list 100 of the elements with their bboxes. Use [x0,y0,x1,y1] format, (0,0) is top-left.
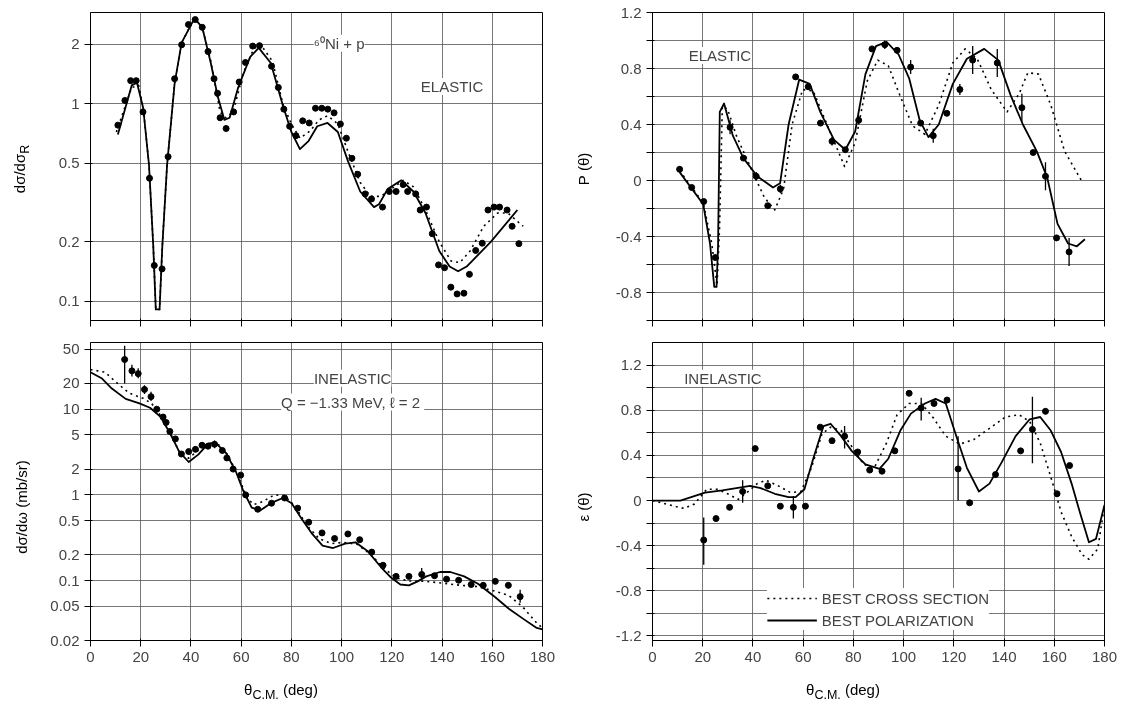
point [712,515,720,523]
point [185,448,193,456]
point [405,572,413,580]
y-tick-label: 10 [62,400,80,418]
point [943,396,951,404]
y-tick-label: 1.2 [620,356,642,374]
point [764,202,772,210]
x-tick-label: 40 [744,647,762,665]
point [121,356,129,363]
point [1041,407,1049,415]
point [801,502,809,510]
point [891,447,899,455]
y-tick-label: -0.8 [615,283,642,301]
point [198,441,206,449]
y-tick-label: 0.05 [50,597,80,615]
y-tick-label: -0.4 [615,536,642,554]
annotation: Q = −1.33 MeV, ℓ = 2 [281,393,421,411]
point [907,63,915,71]
point [878,467,886,475]
point [866,466,874,474]
point [792,73,800,81]
point [816,119,824,127]
y-tick-label: 0.1 [58,571,80,589]
y-tick-label: 0 [633,491,642,509]
annotation: ⁶⁰Ni + p [313,34,365,52]
point [392,572,400,580]
annotation: INELASTIC [684,369,762,387]
y-tick-label: 2 [71,35,80,53]
point [344,530,352,538]
legend-label: BEST CROSS SECTION [821,589,990,607]
x-tick-label: 0 [86,647,95,665]
x-tick-label: 140 [991,647,1017,665]
point [739,488,747,495]
x-tick-label: 160 [479,647,505,665]
point [443,575,451,583]
point [764,482,772,490]
point [1053,490,1061,498]
point [905,389,913,397]
y-axis-title: P (θ) [574,152,592,186]
x-tick-label: 60 [232,647,250,665]
x-axis-title: θ$_{C.M.}$ (deg) [805,681,881,702]
point [751,445,759,453]
annotation: INELASTIC [313,369,392,387]
y-axis-title: dσ/dω (mb/sr) [12,460,30,554]
y-tick-label: 0.2 [58,545,80,563]
point [356,536,364,544]
x-tick-label: 40 [182,647,200,665]
point [305,518,313,526]
x-tick-label: 160 [1041,647,1067,665]
y-tick-label: 1 [71,485,80,503]
point [700,536,708,544]
x-axis-title: θ$_{C.M.}$ (deg) [243,681,319,702]
x-tick-label: 80 [283,647,300,665]
y-tick-label: 0.8 [620,59,642,77]
point [1053,234,1061,242]
y-tick-label: 0.5 [58,154,80,172]
y-tick-label: 50 [62,340,80,358]
x-tick-label: 20 [694,647,712,665]
y-tick-label: 0.02 [50,631,80,649]
point [318,529,326,537]
x-tick-label: 180 [1091,647,1118,665]
x-tick-label: 100 [329,647,355,665]
x-tick-label: 20 [132,647,150,665]
point [1017,447,1025,455]
y-tick-label: 0.4 [620,446,642,464]
y-axis-title: ε (θ) [574,492,592,522]
y-tick-label: -0.4 [615,227,642,245]
point [776,502,784,510]
y-tick-label: 0.4 [620,115,642,133]
x-tick-label: 0 [648,647,657,665]
point [467,581,475,589]
point [191,445,199,453]
y-tick-label: 0.5 [58,511,80,529]
x-tick-label: 100 [891,647,917,665]
y-tick-label: 2 [71,460,80,478]
x-tick-label: 140 [429,647,455,665]
annotation: ELASTIC [688,47,752,65]
x-tick-label: 80 [845,647,862,665]
y-tick-label: 1 [71,94,80,112]
point [789,503,797,511]
y-tick-label: 0.1 [58,292,80,310]
point [828,437,836,445]
y-tick-label: 5 [71,425,80,443]
point [943,109,951,117]
point [1029,149,1037,156]
point [504,581,512,589]
x-tick-label: 120 [941,647,967,665]
x-tick-label: 180 [529,647,556,665]
point [491,577,499,585]
x-tick-label: 60 [794,647,812,665]
point [930,399,938,407]
y-tick-label: 20 [62,374,80,392]
point [966,499,974,507]
legend-label: BEST POLARIZATION [821,611,974,629]
y-tick-label: 0 [633,171,642,189]
point [854,448,862,456]
y-tick-label: 1.2 [620,3,642,21]
y-tick-label: 0.8 [620,401,642,419]
point [331,534,339,542]
y-tick-label: 0.2 [58,232,80,250]
